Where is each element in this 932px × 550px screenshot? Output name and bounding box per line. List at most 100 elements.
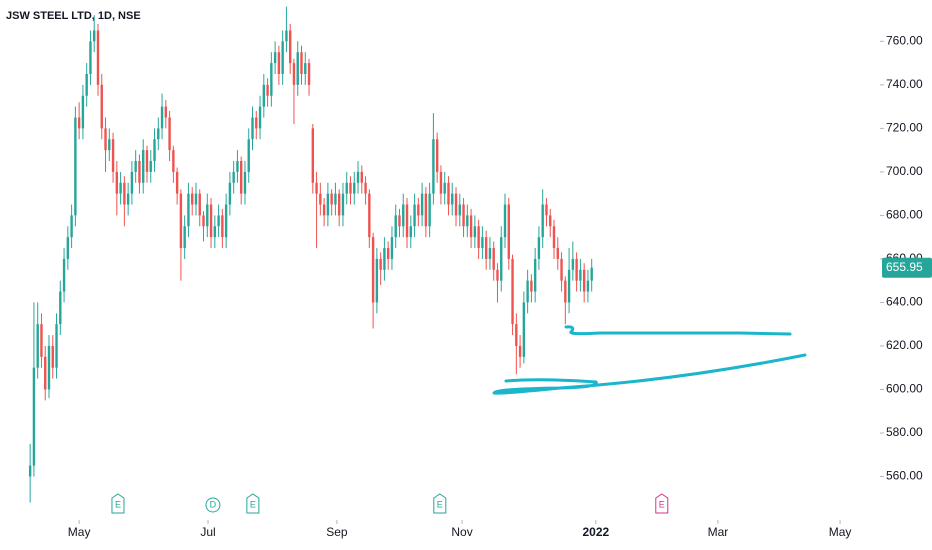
candle-body xyxy=(439,171,443,194)
price-tag xyxy=(882,257,932,278)
candle-body xyxy=(402,204,405,227)
candle-body xyxy=(484,237,488,259)
candle-body xyxy=(160,106,164,129)
candle-body xyxy=(304,63,307,74)
candle-body xyxy=(130,171,134,194)
candle-body xyxy=(567,269,571,303)
candle-body xyxy=(356,171,360,183)
candle-body xyxy=(300,52,303,74)
candle-body xyxy=(281,41,284,74)
candle-body xyxy=(85,73,88,96)
candle-body xyxy=(481,237,484,249)
candle-body xyxy=(394,215,397,238)
candle-body xyxy=(330,193,333,205)
candle-body xyxy=(138,161,141,183)
candle-body xyxy=(311,128,315,183)
candle-body xyxy=(36,324,39,368)
candle-body xyxy=(115,171,119,194)
x-tick-label: May xyxy=(68,525,91,539)
candle-body xyxy=(341,193,345,216)
candle-body xyxy=(466,215,469,227)
candle-body xyxy=(228,182,232,205)
candle-body xyxy=(81,95,85,129)
candle-body xyxy=(319,193,322,205)
candle-body xyxy=(586,280,590,292)
candle-body xyxy=(55,324,58,368)
candle-body xyxy=(126,193,130,205)
candle-body xyxy=(232,171,235,183)
candle-body xyxy=(383,248,386,270)
event-label: E xyxy=(250,499,256,509)
candle-body xyxy=(206,204,209,227)
candle-body xyxy=(179,193,183,249)
candle-body xyxy=(198,193,201,216)
candle-body xyxy=(507,204,510,259)
candle-body xyxy=(522,302,526,357)
candle-body xyxy=(492,248,495,270)
candle-body xyxy=(100,84,103,129)
candle-body xyxy=(251,117,254,140)
x-tick-label: May xyxy=(829,525,852,539)
y-tick-label: 640.00 xyxy=(886,295,923,309)
event-icon xyxy=(433,493,447,514)
candle-body xyxy=(288,30,292,64)
candle-body xyxy=(533,258,537,292)
candle-body xyxy=(477,226,480,249)
candle-body xyxy=(153,139,156,162)
candle-body xyxy=(545,204,548,216)
candle-body xyxy=(326,193,330,216)
candle-body xyxy=(28,465,32,477)
x-tick-label: 2022 xyxy=(582,525,609,539)
candle-body xyxy=(496,269,499,281)
candle-body xyxy=(243,171,247,194)
candle-body xyxy=(526,280,529,303)
y-tick-label: 740.00 xyxy=(886,77,923,91)
candle-body xyxy=(518,345,522,357)
candle-body xyxy=(217,215,220,227)
event-label: D xyxy=(210,499,217,509)
candle-body xyxy=(213,226,217,238)
candle-body xyxy=(255,117,258,129)
candle-body xyxy=(337,193,341,216)
candle-body xyxy=(386,248,390,259)
x-tick-label: Nov xyxy=(451,525,472,539)
candle-body xyxy=(371,237,375,303)
y-tick-label: 680.00 xyxy=(886,208,923,222)
candle-body xyxy=(285,30,288,42)
candle-body xyxy=(134,161,137,172)
event-icon xyxy=(205,497,221,513)
candle-body xyxy=(142,150,145,183)
candle-body xyxy=(435,139,439,172)
candle-body xyxy=(70,215,73,238)
candle-body xyxy=(164,106,168,118)
chart-title: JSW STEEL LTD, 1D, NSE xyxy=(6,10,141,22)
candle-body xyxy=(183,226,186,249)
candle-body xyxy=(191,193,194,205)
candle-body xyxy=(582,269,586,292)
candle-body xyxy=(273,52,277,64)
event-icon xyxy=(111,493,125,514)
candle-body xyxy=(500,237,503,281)
candle-body xyxy=(458,204,461,216)
candle-body xyxy=(537,237,541,259)
candle-body xyxy=(104,128,107,151)
candle-body xyxy=(379,258,382,270)
plot-area: 560.00580.00600.00620.00640.00660.00680.… xyxy=(28,6,932,539)
candle-body xyxy=(175,171,179,194)
y-tick-label: 620.00 xyxy=(886,338,923,352)
candle-body xyxy=(96,30,100,85)
candle-body xyxy=(59,291,62,325)
candle-body xyxy=(360,171,363,183)
candle-body xyxy=(172,150,175,172)
drawn-line xyxy=(492,353,807,395)
candle-body xyxy=(375,258,379,303)
candle-body xyxy=(307,63,311,85)
candle-body xyxy=(32,367,36,466)
candle-body xyxy=(247,139,250,172)
candle-body xyxy=(236,161,239,172)
candle-body xyxy=(405,204,409,238)
candle-body xyxy=(390,237,394,259)
event-icon xyxy=(246,493,260,514)
